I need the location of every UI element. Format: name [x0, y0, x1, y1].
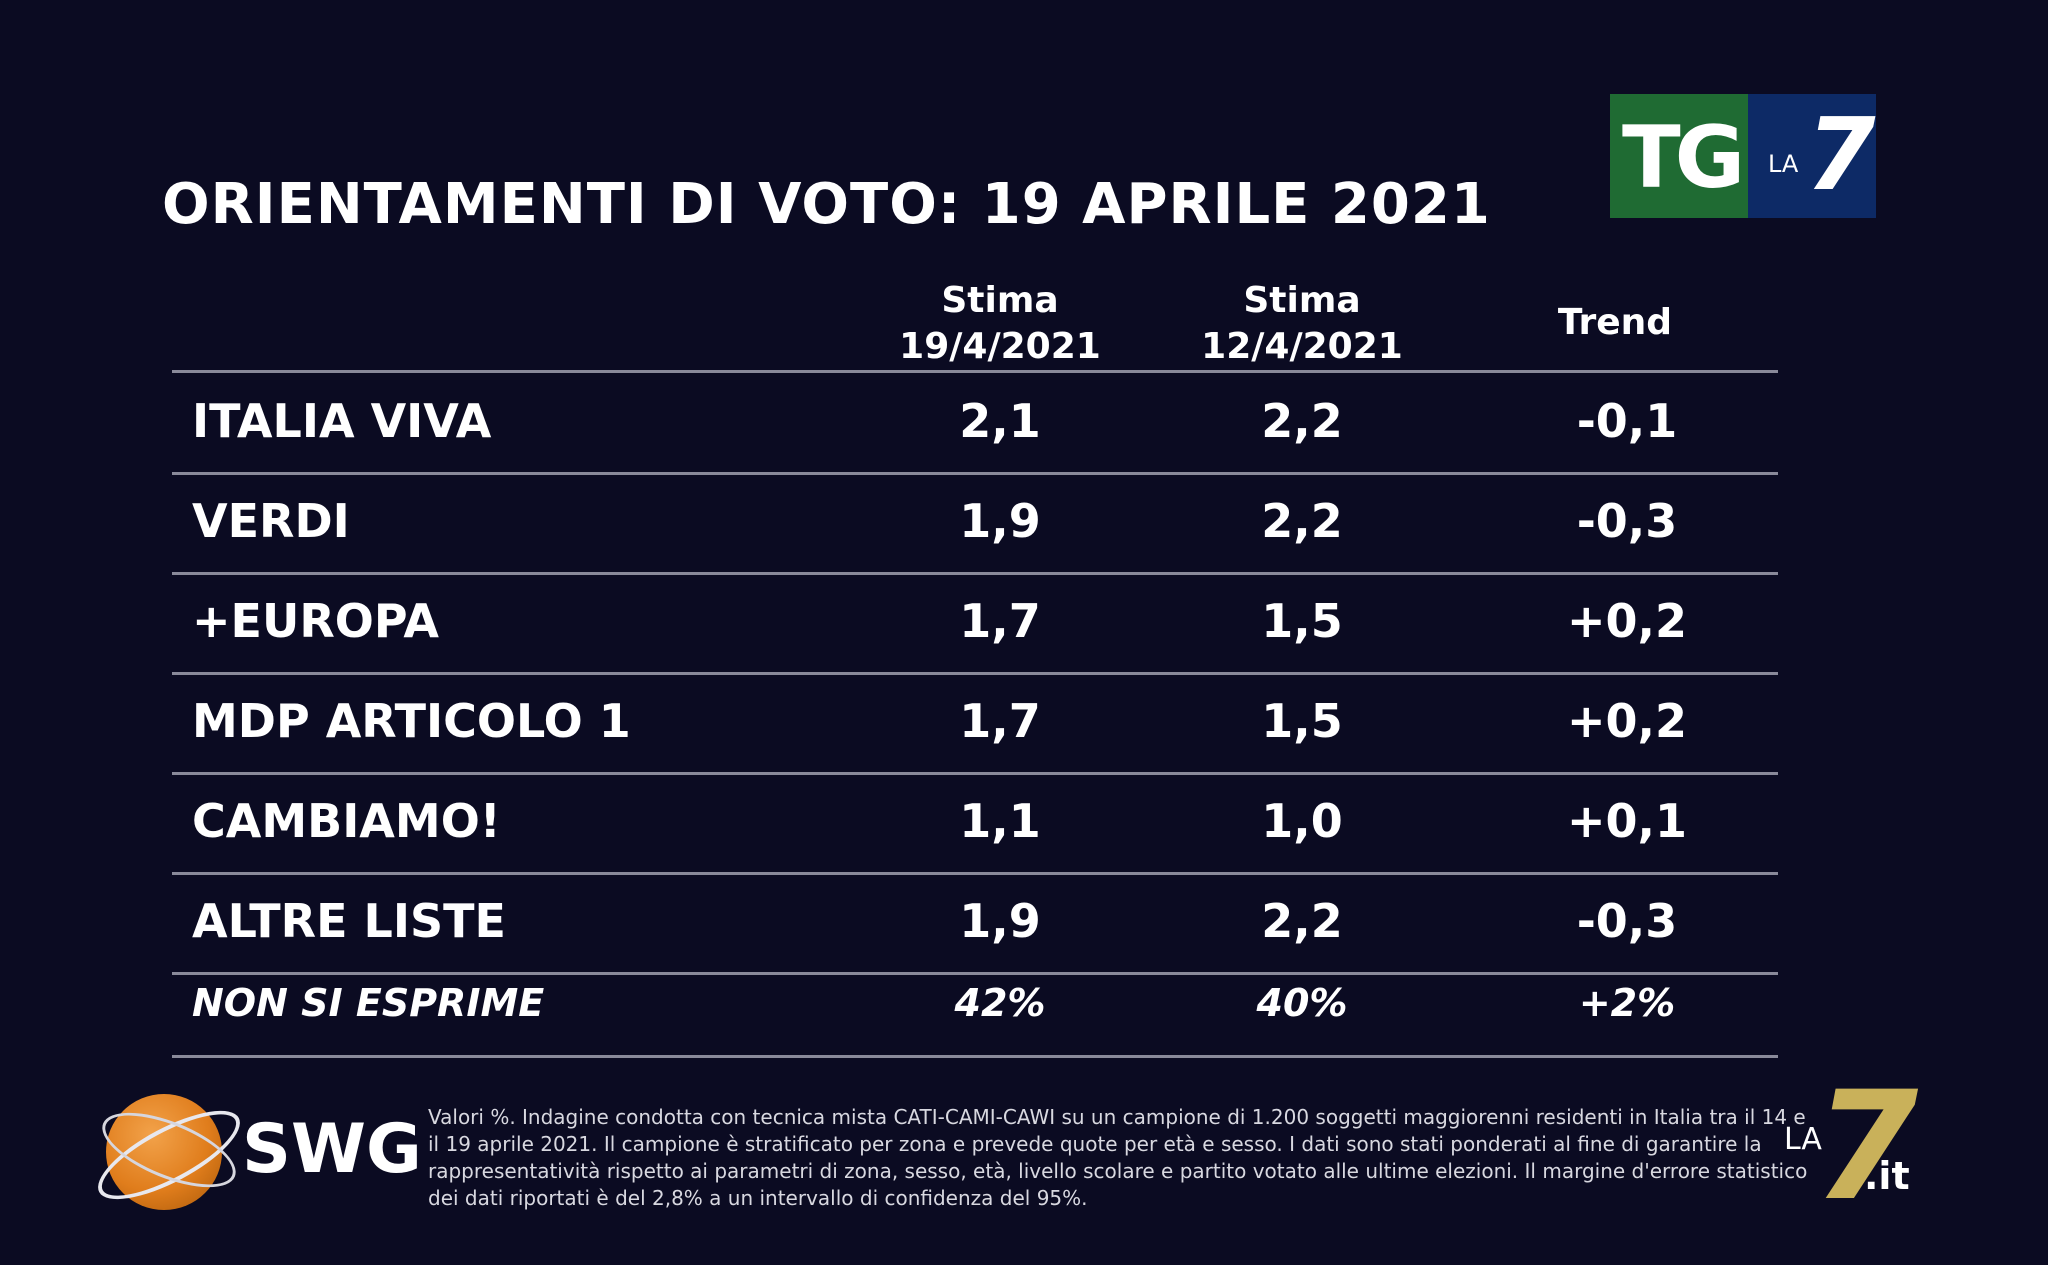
value-stima-12-4: 2,2: [1261, 394, 1343, 448]
table-row-divider: [172, 1055, 1778, 1058]
table-row: +EUROPA 1,7 1,5 +0,2: [172, 573, 1778, 670]
value-stima-19-4: 1,1: [959, 794, 1041, 848]
party-name: CAMBIAMO!: [192, 794, 501, 848]
table-row: CAMBIAMO! 1,1 1,0 +0,1: [172, 773, 1778, 870]
la7-it-suffix: .it: [1864, 1154, 1910, 1198]
table-note-row: NON SI ESPRIME 42% 40% +2%: [172, 955, 1778, 1052]
value-stima-12-4: 1,5: [1261, 694, 1343, 748]
column-header-line1: Stima: [941, 280, 1059, 321]
tg-logo-la: LA: [1768, 150, 1799, 178]
value-trend: +0,1: [1566, 794, 1688, 848]
value-stima-19-4: 1,7: [959, 694, 1041, 748]
column-header-line2: 12/4/2021: [1201, 326, 1403, 367]
table-row: MDP ARTICOLO 1 1,7 1,5 +0,2: [172, 673, 1778, 770]
value-trend: +0,2: [1566, 694, 1688, 748]
tg-la7-logo: TG LA 7: [1610, 94, 1876, 218]
tg-logo-green-block: TG: [1610, 94, 1748, 218]
value-stima-12-4: 1,0: [1261, 794, 1343, 848]
table-row-divider: [172, 370, 1778, 373]
table-row-divider: [172, 572, 1778, 575]
party-name: MDP ARTICOLO 1: [192, 694, 631, 748]
value-stima-19-4: 1,9: [959, 494, 1041, 548]
table-row-divider: [172, 972, 1778, 975]
column-header-line1: Trend: [1557, 302, 1673, 343]
column-header-stima-19-4: Stima 19/4/2021: [880, 278, 1120, 370]
value-stima-19-4: 2,1: [959, 394, 1041, 448]
table-row-divider: [172, 472, 1778, 475]
table-row-divider: [172, 872, 1778, 875]
value-stima-19-4: 1,9: [959, 894, 1041, 948]
swg-logo: SWG: [86, 1088, 422, 1218]
table-row: ITALIA VIVA 2,1 2,2 -0,1: [172, 373, 1778, 470]
party-name: ITALIA VIVA: [192, 394, 492, 448]
column-header-stima-12-4: Stima 12/4/2021: [1182, 278, 1422, 370]
la7-it-la: LA: [1784, 1122, 1822, 1157]
swg-globe-icon: [106, 1094, 222, 1210]
table-row-divider: [172, 772, 1778, 775]
value-trend: -0,3: [1576, 494, 1678, 548]
swg-logo-text: SWG: [242, 1110, 422, 1189]
value-stima-12-4: 1,5: [1261, 594, 1343, 648]
value-stima-12-4: 40%: [1256, 981, 1348, 1025]
value-stima-19-4: 42%: [954, 981, 1046, 1025]
column-header-line1: Stima: [1243, 280, 1361, 321]
table-row: VERDI 1,9 2,2 -0,3: [172, 473, 1778, 570]
tg-logo-blue-block: LA 7: [1748, 94, 1876, 218]
value-stima-12-4: 2,2: [1261, 494, 1343, 548]
page-title: ORIENTAMENTI DI VOTO: 19 APRILE 2021: [162, 172, 1491, 237]
value-trend: -0,1: [1576, 394, 1678, 448]
party-name: VERDI: [192, 494, 350, 548]
party-name: ALTRE LISTE: [192, 894, 506, 948]
value-trend: -0,3: [1576, 894, 1678, 948]
value-stima-12-4: 2,2: [1261, 894, 1343, 948]
table-row: ALTRE LISTE 1,9 2,2 -0,3: [172, 873, 1778, 970]
methodology-footnote: Valori %. Indagine condotta con tecnica …: [428, 1105, 1808, 1210]
la7-it-logo: 7 LA .it: [1784, 1060, 1920, 1234]
value-trend: +2%: [1578, 981, 1676, 1025]
la7-it-seven: 7: [1814, 1060, 1919, 1234]
table-row-divider: [172, 672, 1778, 675]
value-stima-19-4: 1,7: [959, 594, 1041, 648]
tg-logo-seven: 7: [1806, 96, 1876, 213]
party-name: NON SI ESPRIME: [192, 981, 545, 1025]
tg-logo-text: TG: [1622, 108, 1745, 208]
column-header-trend: Trend: [1495, 300, 1735, 346]
party-name: +EUROPA: [192, 594, 439, 648]
column-header-line2: 19/4/2021: [899, 326, 1101, 367]
value-trend: +0,2: [1566, 594, 1688, 648]
